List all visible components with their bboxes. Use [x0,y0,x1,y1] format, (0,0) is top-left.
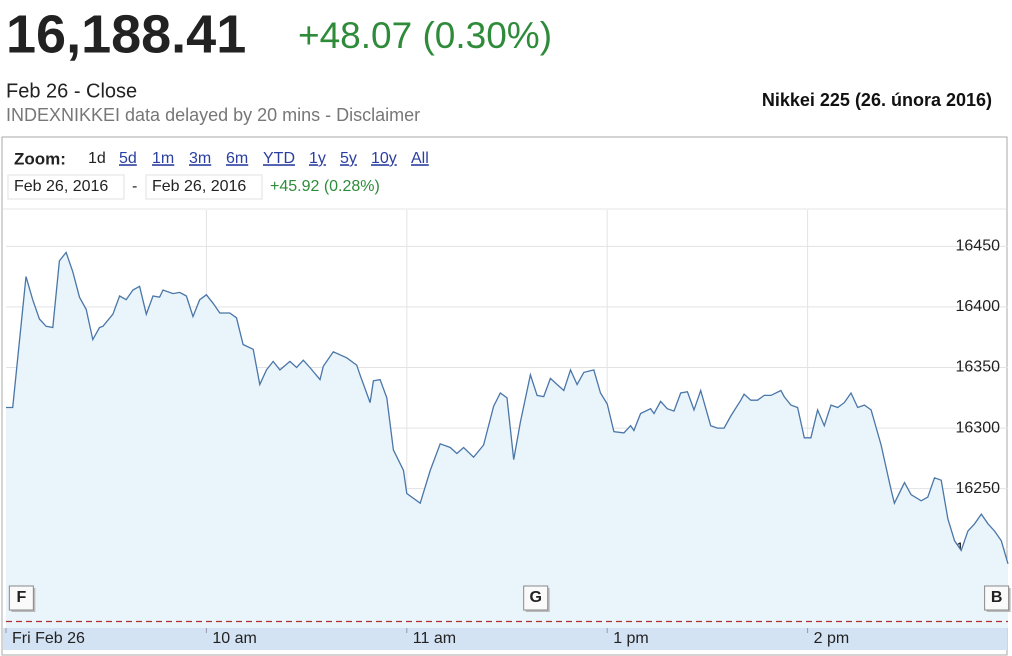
y-tick-label: 16450 [956,238,1001,255]
zoom-option[interactable]: 1d [88,150,106,167]
flag-label[interactable]: F [16,589,26,606]
y-tick-label: 16250 [956,480,1001,497]
y-tick-label: 16350 [956,359,1001,376]
price-line [6,251,1009,564]
zoom-option[interactable]: 1m [152,150,174,167]
x-tick-label: 2 pm [814,630,850,647]
price-change: +48.07 (0.30%) [298,15,552,56]
date-to-box[interactable] [145,174,263,200]
zoom-label: Zoom: [14,149,66,168]
x-tick-label: Fri Feb 26 [12,630,85,647]
date-to[interactable]: Feb 26, 2016 [152,178,246,195]
x-tick-label: 1 pm [613,630,649,647]
y-tick-label: 16400 [956,298,1001,315]
x-tick-label: 11 am [413,630,456,647]
range-change: +45.92 (0.28%) [270,178,380,195]
zoom-option[interactable]: 5y [340,150,357,167]
date-from[interactable]: Feb 26, 2016 [14,178,108,195]
zoom-option[interactable]: YTD [263,150,295,167]
flag[interactable] [984,585,1010,611]
date-from-box[interactable] [7,174,125,200]
price: 16,188.41 [6,4,246,64]
zoom-option[interactable]: 5d [119,150,137,167]
flag[interactable] [523,585,549,611]
flag-label[interactable]: G [529,589,541,606]
zoom-option[interactable]: 3m [189,150,211,167]
zoom-option[interactable]: 10y [371,150,397,167]
status: Feb 26 - Close [6,80,137,102]
zoom-option[interactable]: 1y [309,150,326,167]
delay-note: INDEXNIKKEI data delayed by 20 mins - Di… [6,105,420,125]
caption: Nikkei 225 (26. února 2016) [762,90,992,110]
x-axis-band [3,628,1007,650]
zoom-option[interactable]: All [411,150,429,167]
flag[interactable] [8,585,34,611]
area-fill [6,252,1008,628]
date-separator: - [132,178,137,195]
x-tick-label: 10 am [212,630,256,647]
y-tick-label: 16300 [956,419,1001,436]
zoom-option[interactable]: 6m [226,150,248,167]
flag-label[interactable]: B [991,589,1003,606]
